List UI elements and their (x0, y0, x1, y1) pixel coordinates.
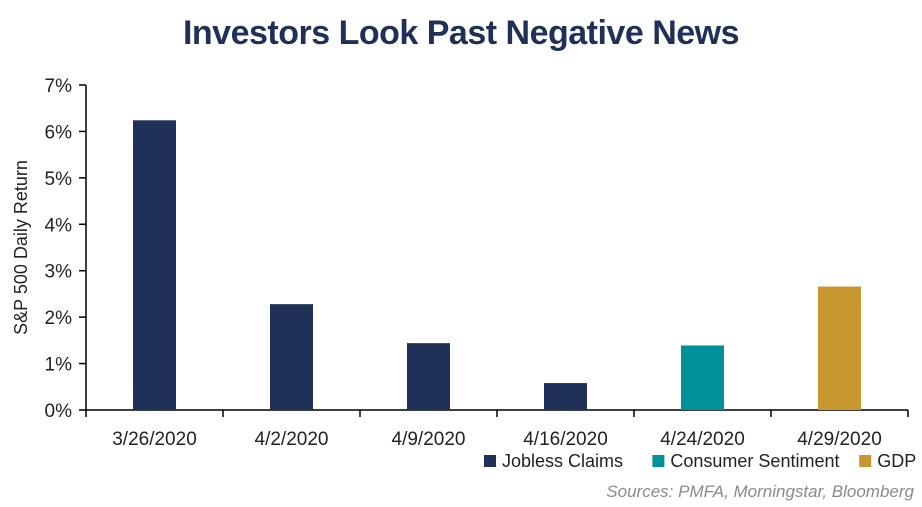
y-axis-label: S&P 500 Daily Return (11, 160, 31, 335)
y-tick-label: 7% (45, 76, 73, 97)
y-tick-label: 1% (45, 355, 73, 376)
y-tick-label: 3% (45, 262, 73, 283)
legend-label: GDP (877, 451, 916, 471)
x-tick-label: 3/26/2020 (112, 429, 197, 450)
y-tick-label: 2% (45, 308, 73, 329)
legend-swatch (652, 455, 665, 467)
legend-swatch (484, 455, 496, 467)
y-tick-label: 5% (45, 169, 73, 190)
y-tick-label: 0% (45, 401, 73, 422)
bar (681, 345, 724, 410)
y-tick-label: 6% (45, 122, 73, 143)
source-note: Sources: PMFA, Morningstar, Bloomberg (606, 482, 914, 501)
x-tick-label: 4/29/2020 (797, 429, 882, 450)
bar (818, 286, 861, 410)
bar (544, 383, 587, 410)
x-tick-label: 4/24/2020 (660, 429, 745, 450)
legend-swatch (859, 455, 872, 467)
bar (270, 304, 313, 410)
chart-title: Investors Look Past Negative News (182, 14, 740, 52)
bar (133, 120, 176, 411)
x-tick-label: 4/2/2020 (255, 429, 329, 450)
y-tick-label: 4% (45, 215, 73, 236)
legend-label: Jobless Claims (502, 451, 623, 471)
x-tick-label: 4/9/2020 (392, 429, 466, 450)
x-tick-label: 4/16/2020 (523, 429, 608, 450)
legend-label: Consumer Sentiment (670, 451, 839, 471)
bar (407, 343, 450, 410)
